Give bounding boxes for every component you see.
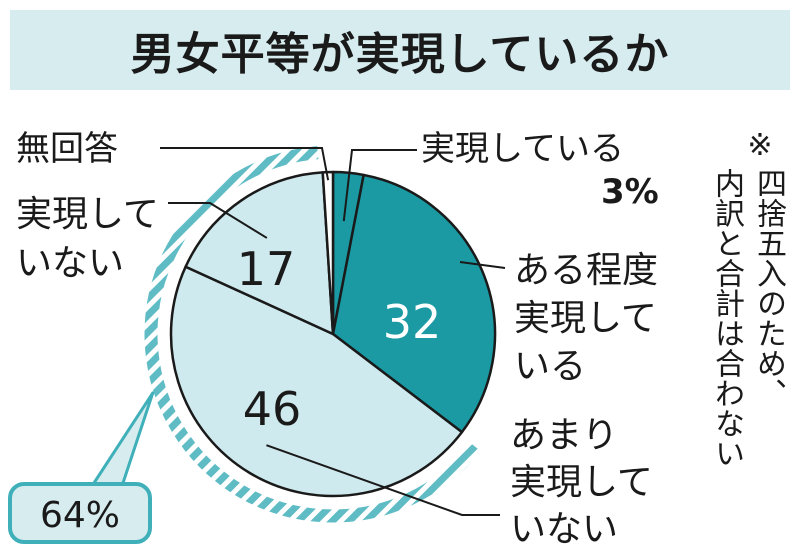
footnote-mark: ※ bbox=[747, 128, 773, 163]
group-bracket-pointer bbox=[90, 391, 155, 488]
footnote-line: 四捨五入のため、 bbox=[751, 168, 786, 408]
slice-label: 3% bbox=[601, 172, 659, 212]
title-band: 男女平等が実現しているか bbox=[10, 10, 790, 90]
slice-label: あまり bbox=[510, 415, 618, 456]
slice-label: いない bbox=[510, 509, 618, 550]
leader-line bbox=[160, 147, 330, 181]
slice-label: いない bbox=[16, 243, 124, 284]
chart-title: 男女平等が実現しているか bbox=[130, 29, 670, 80]
group-bracket-arc bbox=[144, 146, 481, 523]
slice-label: 無回答 bbox=[16, 129, 118, 169]
leader-line bbox=[266, 444, 500, 516]
footnote-line: 内訳と合計は合わない bbox=[709, 168, 744, 468]
slice-label: 実現している bbox=[421, 129, 624, 169]
pie-slice bbox=[184, 171, 335, 336]
slice-label: 実現して bbox=[514, 298, 657, 339]
slice-label: ある程度 bbox=[514, 250, 658, 291]
slice-value-label: 46 bbox=[243, 382, 302, 436]
leader-line bbox=[459, 261, 506, 269]
leader-line bbox=[342, 149, 417, 222]
pie-slice bbox=[321, 170, 335, 336]
slice-value-label: 17 bbox=[237, 242, 296, 296]
group-total-label: 64% bbox=[40, 495, 120, 536]
group-total-box bbox=[8, 482, 152, 544]
slice-label: 実現して bbox=[510, 462, 653, 503]
pie-slice bbox=[169, 265, 464, 498]
slice-label: いる bbox=[514, 346, 586, 387]
leader-line bbox=[168, 202, 268, 239]
slice-label: 実現して bbox=[16, 194, 159, 235]
slice-value-label: 32 bbox=[383, 295, 442, 349]
pie-slice bbox=[331, 173, 497, 434]
